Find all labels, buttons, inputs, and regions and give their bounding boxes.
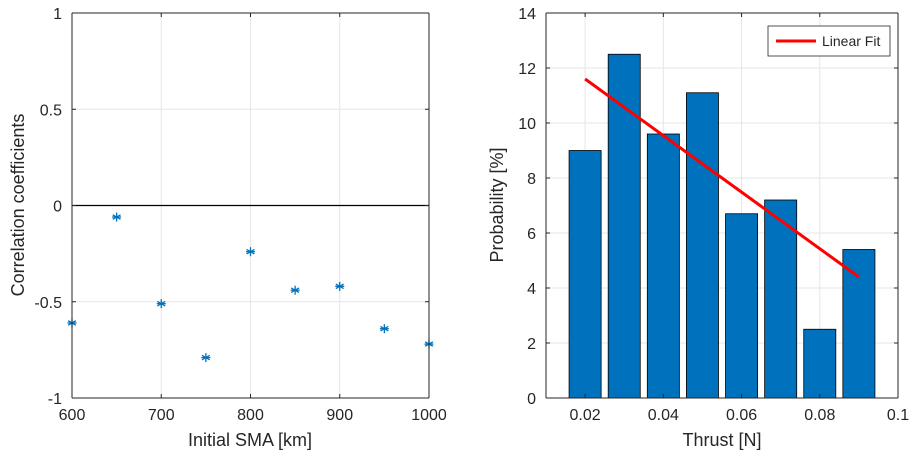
bars: [568, 53, 876, 399]
bar: [764, 199, 798, 399]
bar: [568, 150, 602, 399]
y-tick-label: 10: [518, 116, 536, 133]
x-tick-label: 800: [237, 407, 264, 424]
bar: [725, 213, 758, 399]
bar-y-axis-title: Probability [%]: [487, 147, 507, 262]
x-tick-label: 0.06: [726, 407, 757, 424]
linear-fit-line: [584, 77, 860, 279]
scatter-point: [335, 281, 345, 291]
y-tick-label: -1: [48, 391, 62, 408]
y-tick-label: 6: [527, 226, 536, 243]
bar: [842, 249, 876, 399]
asterisk-stroke: [380, 325, 389, 332]
scatter-point: [246, 247, 255, 257]
bar-plot-area: [546, 13, 898, 398]
y-tick-label: 1: [53, 6, 62, 23]
bar: [686, 92, 719, 399]
asterisk-stroke: [246, 248, 255, 255]
scatter-point: [201, 353, 211, 363]
scatter-tick-labels: 600 700 800 900 1000 -1 -0.5 0 0.5 1: [34, 6, 446, 424]
asterisk-stroke: [290, 287, 300, 294]
legend: Linear Fit: [767, 25, 891, 57]
y-tick-label: 4: [527, 281, 536, 298]
asterisk-stroke: [201, 354, 211, 361]
bar: [803, 328, 837, 399]
y-tick-label: 0: [527, 391, 536, 408]
bar-x-axis-title: Thrust [N]: [682, 430, 761, 450]
scatter-axes: [71, 12, 430, 399]
scatter-point: [290, 285, 300, 295]
asterisk-stroke: [335, 283, 344, 290]
bar: [607, 53, 641, 399]
scatter-point: [112, 212, 122, 222]
x-tick-label: 0.08: [804, 407, 835, 424]
x-tick-label: 0.02: [570, 407, 601, 424]
scatter-x-axis-title: Initial SMA [km]: [188, 430, 312, 450]
bar-chart: 0.02 0.04 0.06 0.08 0.1 0 2 4 6 8 10 12 14 Thrust [N…: [487, 6, 909, 450]
scatter-chart: 600 700 800 900 1000 -1 -0.5 0 0.5 1 Initial SMA …: [8, 6, 447, 450]
bar-tick-labels: 0.02 0.04 0.06 0.08 0.1 0 2 4 6 8 10 12 14: [518, 6, 909, 424]
x-tick-label: 700: [148, 407, 175, 424]
legend-label-linear-fit: Linear Fit: [822, 33, 880, 49]
scatter-point: [379, 324, 389, 334]
bar-axes: [545, 12, 899, 399]
y-tick-label: 0.5: [40, 102, 62, 119]
y-tick-label: 14: [518, 6, 536, 23]
asterisk-stroke: [112, 214, 121, 220]
scatter-y-axis-title: Correlation coefficients: [8, 114, 28, 297]
y-tick-label: 12: [518, 61, 536, 78]
x-tick-label: 1000: [411, 407, 447, 424]
y-tick-label: -0.5: [34, 295, 62, 312]
x-tick-label: 0.04: [648, 407, 679, 424]
y-tick-label: 2: [527, 336, 536, 353]
x-tick-label: 0.1: [887, 407, 909, 424]
scatter-point: [156, 299, 166, 309]
y-tick-label: 0: [53, 199, 62, 216]
x-tick-label: 600: [59, 407, 86, 424]
bar: [646, 133, 680, 399]
y-tick-label: 8: [527, 171, 536, 188]
x-tick-label: 900: [326, 407, 353, 424]
asterisk-stroke: [157, 300, 166, 307]
